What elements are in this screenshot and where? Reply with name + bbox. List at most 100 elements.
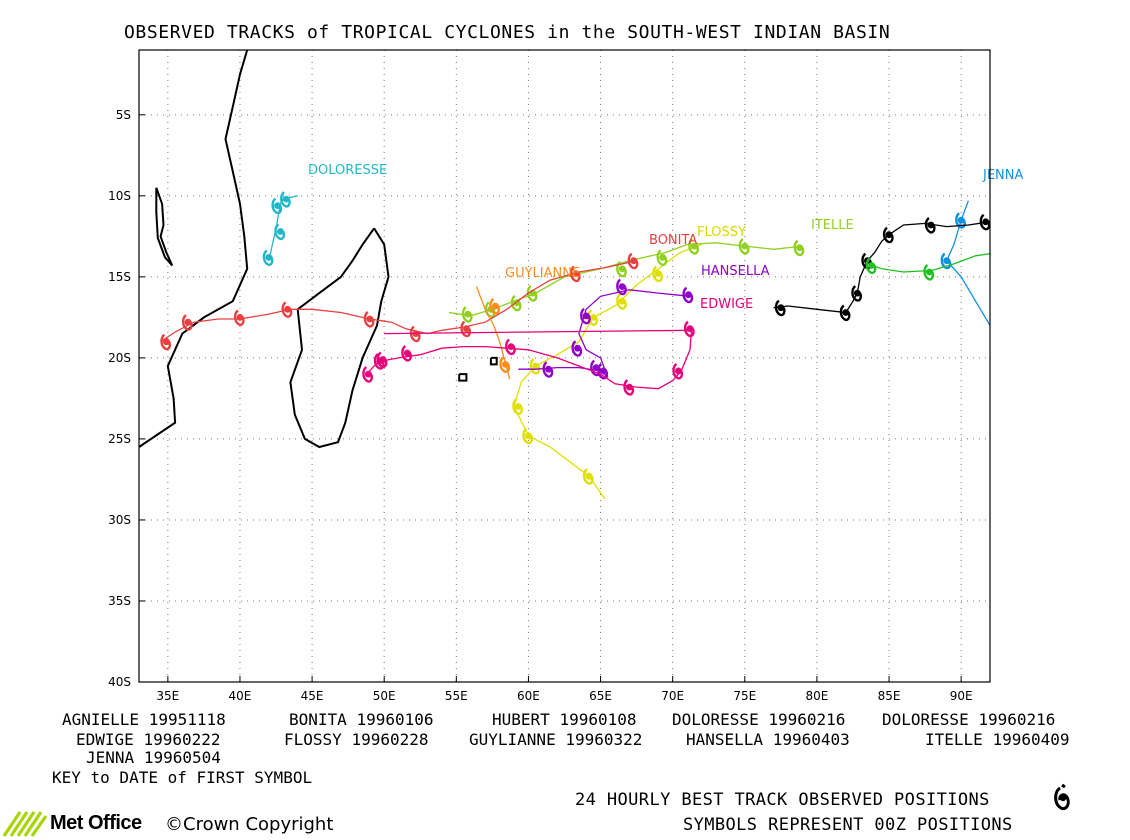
track-doloresse — [262, 191, 298, 266]
legend-entry-1: AGNIELLE 19951118 — [62, 710, 226, 729]
storm-label-bonita: BONITA — [649, 233, 697, 248]
legend-entry-11: JENNA 19960504 — [86, 748, 221, 767]
cyclone-symbol — [271, 197, 283, 215]
cyclone-symbol — [940, 252, 952, 270]
legend-date: 19960108 — [559, 710, 637, 729]
cyclone-symbol — [274, 223, 286, 241]
lat-tick-label: 35S — [108, 594, 131, 608]
cyclone-symbol — [627, 252, 639, 270]
cyclone-symbol — [616, 278, 627, 296]
cyclone-symbol — [363, 311, 375, 328]
lat-tick-label: 20S — [108, 351, 131, 365]
cyclone-symbol — [839, 304, 851, 322]
lon-tick-label: 40E — [229, 689, 252, 703]
cyclone-symbol — [376, 351, 388, 369]
cyclone-symbol — [569, 265, 581, 283]
coastlines — [139, 50, 498, 449]
storm-label-doloresse: DOLORESSE — [308, 163, 387, 178]
cyclone-symbol — [865, 257, 877, 275]
cyclone-symbol — [571, 340, 583, 357]
track-hubert — [865, 253, 990, 281]
lon-tick-label: 45E — [301, 689, 324, 703]
cyclone-symbol — [461, 306, 473, 323]
cyclone-symbol — [683, 320, 695, 338]
reunion-coast — [458, 373, 468, 382]
cyclone-symbol — [923, 264, 935, 281]
track-line — [366, 329, 693, 390]
cyclone-symbol — [281, 301, 293, 318]
legend-name: JENNA — [86, 748, 135, 767]
storm-tracks — [160, 191, 990, 500]
legend-name: HANSELLA — [686, 730, 764, 749]
cyclone-symbol — [955, 212, 966, 229]
cyclone-symbol — [262, 249, 274, 266]
met-office-logo-icon — [2, 811, 48, 837]
cyclone-symbol — [616, 293, 627, 310]
cyclone-symbol — [924, 217, 936, 234]
legend-entry-8: GUYLIANNE 19960322 — [469, 730, 642, 749]
cyclone-symbol — [851, 285, 862, 302]
storm-labels: DOLORESSE JENNA FLOSSY ITELLE BONITA GUYLIANN… — [308, 163, 1023, 312]
lon-tick-label: 70E — [661, 689, 684, 703]
chart-title: OBSERVED TRACKS of TROPICAL CYCLONES in … — [124, 22, 891, 43]
lon-tick-label: 35E — [156, 689, 179, 703]
lake-malawi-coast — [155, 187, 174, 267]
lon-tick-label: 65E — [589, 689, 612, 703]
footer-best-track-note: 24 HOURLY BEST TRACK OBSERVED POSITIONS — [575, 790, 990, 810]
legend-name: FLOSSY — [284, 730, 342, 749]
cyclone-symbol — [460, 320, 472, 338]
cyclone-symbol — [979, 213, 990, 231]
cyclone-symbol — [362, 366, 373, 383]
lat-tick-label: 25S — [108, 432, 131, 446]
cyclone-symbol — [499, 356, 511, 373]
lon-tick-label: 85E — [878, 689, 901, 703]
madagascar-coast — [289, 227, 390, 449]
storm-label-flossy: FLOSSY — [697, 225, 746, 240]
legend-date: 19960106 — [356, 710, 434, 729]
cyclone-symbol — [672, 362, 684, 380]
cyclone-symbol — [580, 307, 591, 325]
cyclone-symbol — [793, 239, 805, 257]
track-agnielle — [773, 213, 990, 322]
cyclone-symbol — [652, 265, 663, 283]
track-line — [773, 221, 990, 314]
legend-entry-2: BONITA 19960106 — [289, 710, 434, 729]
cyclone-symbol — [542, 361, 554, 378]
axis-ticks: 35E 40E 45E 50E 55E 60E 65E 70E 75E 80E 85E 90E 5S 10… — [108, 108, 972, 703]
cyclone-symbol — [774, 299, 786, 317]
cyclone-symbol — [522, 427, 534, 445]
track-flossy — [512, 243, 702, 500]
legend-date: 19951118 — [148, 710, 226, 729]
cyclone-symbol — [623, 379, 635, 396]
cyclone-symbol — [489, 298, 500, 315]
copyright-text: ©Crown Copyright — [165, 814, 334, 835]
legend-name: DOLORESSE — [882, 710, 969, 729]
lat-tick-label: 10S — [108, 189, 131, 203]
legend-entry-9: HANSELLA 19960403 — [686, 730, 850, 749]
cyclone-symbol — [181, 314, 193, 331]
mauritius-coast — [489, 356, 498, 366]
storm-label-edwige: EDWIGE — [700, 297, 753, 312]
africa-coast — [139, 50, 249, 448]
legend-date: 19960216 — [768, 710, 846, 729]
cyclone-symbol — [233, 309, 245, 326]
cyclone-symbol — [882, 226, 894, 244]
cyclone-symbol — [656, 249, 668, 266]
cyclone-symbol — [529, 358, 541, 375]
storm-label-guylianne: GUYLIANNE — [505, 266, 580, 281]
legend-name: HUBERT — [492, 710, 550, 729]
legend-name: EDWIGE — [76, 730, 134, 749]
legend-name: ITELLE — [925, 730, 983, 749]
legend-date: 19960504 — [143, 748, 221, 767]
lon-tick-label: 75E — [733, 689, 756, 703]
cyclone-symbol — [401, 345, 412, 362]
met-office-logo-text: Met Office — [50, 812, 142, 834]
legend-cyclone-symbol — [1054, 783, 1070, 811]
cyclone-symbol — [512, 398, 523, 416]
legend-date: 19960403 — [772, 730, 850, 749]
lon-tick-label: 60E — [517, 689, 540, 703]
lat-tick-label: 40S — [108, 675, 131, 689]
legend-entry-10: ITELLE 19960409 — [925, 730, 1070, 749]
legend-entry-7: FLOSSY 19960228 — [284, 730, 429, 749]
